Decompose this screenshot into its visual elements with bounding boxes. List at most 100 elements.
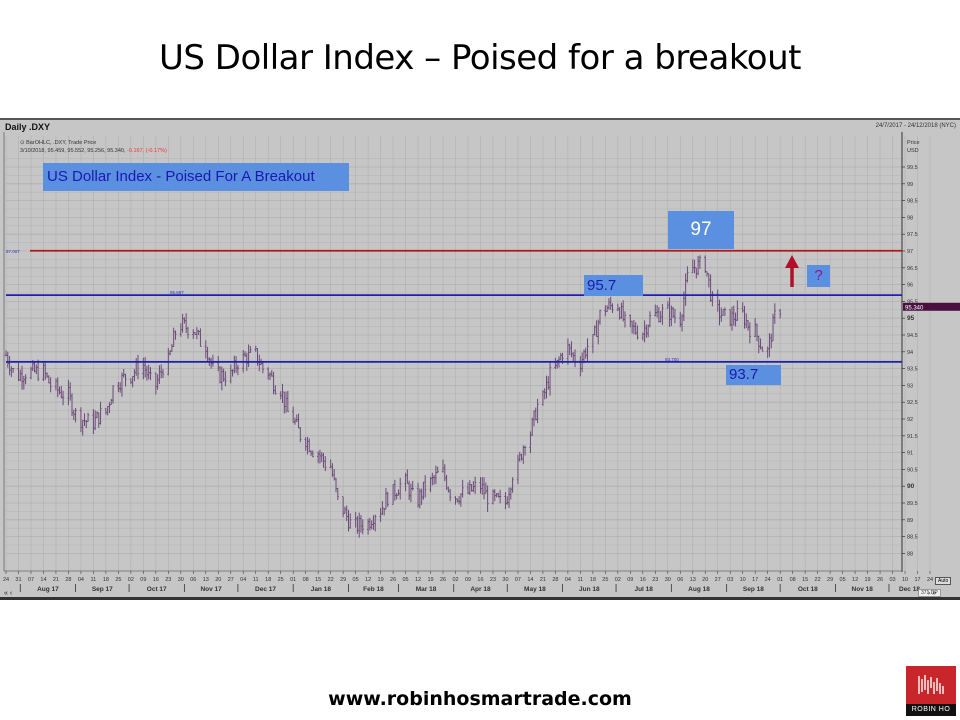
svg-text:95.687: 95.687 [170,290,184,295]
chart-panel: 88 88.5 89 89.5 90 90.5 91 91.5 92 92.5 93 93.5 94 94… [0,118,960,600]
svg-text:26: 26 [877,577,883,583]
svg-text:16: 16 [477,577,483,583]
svg-text:Nov 18: Nov 18 [852,586,874,593]
svg-text:95.5: 95.5 [907,299,918,305]
svg-text:21: 21 [53,577,59,583]
svg-text:Mar 18: Mar 18 [416,586,437,593]
svg-text:14: 14 [40,577,46,583]
svg-text:93.5: 93.5 [907,367,918,373]
svg-text:08: 08 [303,577,309,583]
robin-ho-logo: ROBIN HO [906,666,956,716]
svg-text:18: 18 [590,577,596,583]
svg-text:11: 11 [578,577,584,583]
svg-text:03: 03 [727,577,733,583]
svg-text:Nov 17: Nov 17 [200,586,222,593]
scroll-right-button[interactable]: › » [928,590,937,597]
svg-text:89: 89 [907,518,913,524]
svg-text:97.007: 97.007 [6,249,20,254]
svg-text:Aug 18: Aug 18 [688,586,710,593]
svg-text:24: 24 [927,577,933,583]
svg-text:98.5: 98.5 [907,199,918,205]
svg-text:90.5: 90.5 [907,467,918,473]
svg-text:13: 13 [690,577,696,583]
svg-text:07: 07 [28,577,34,583]
chart-date-range: 24/7/2017 - 24/12/2018 (NYC) [875,123,956,129]
svg-text:04: 04 [240,577,246,583]
svg-text:29: 29 [340,577,346,583]
svg-text:Oct 18: Oct 18 [798,586,818,593]
svg-text:15: 15 [802,577,808,583]
svg-text:99: 99 [907,182,913,188]
svg-text:23: 23 [165,577,171,583]
data-points-count: 371 DP [918,589,941,597]
svg-text:Dec 17: Dec 17 [255,586,276,593]
svg-text:02: 02 [615,577,621,583]
svg-text:14: 14 [527,577,533,583]
svg-text:20: 20 [702,577,708,583]
svg-text:94.5: 94.5 [907,333,918,339]
annotation-93-7-label: 93.7 [726,365,781,385]
svg-text:06: 06 [190,577,196,583]
svg-text:90: 90 [907,483,915,490]
svg-text:91.5: 91.5 [907,434,918,440]
svg-text:23: 23 [652,577,658,583]
footer-website-url[interactable]: www.robinhosmartrade.com [328,688,632,710]
chart-symbol: Daily .DXY [5,122,51,132]
svg-text:13: 13 [203,577,209,583]
svg-text:19: 19 [378,577,384,583]
svg-text:15: 15 [315,577,321,583]
svg-text:04: 04 [565,577,571,583]
auto-scale-button[interactable]: Auto [935,577,952,585]
svg-text:17: 17 [752,577,758,583]
svg-text:17: 17 [914,577,920,583]
svg-text:Jan 18: Jan 18 [311,586,332,593]
legend-series[interactable]: ⊙ BarOHLC, .DXY, Trade Price [20,140,96,146]
svg-text:93: 93 [907,383,913,389]
svg-text:01: 01 [777,577,783,583]
legend-change: -0.167, (-0.17%) [127,148,167,154]
svg-text:11: 11 [253,577,259,583]
svg-text:09: 09 [465,577,471,583]
svg-text:05: 05 [403,577,409,583]
svg-text:88: 88 [907,551,913,557]
svg-text:Sep 17: Sep 17 [92,586,113,593]
svg-text:18: 18 [265,577,271,583]
svg-text:25: 25 [278,577,284,583]
svg-text:Apr 18: Apr 18 [470,586,491,593]
svg-text:96.5: 96.5 [907,266,918,272]
svg-text:12: 12 [852,577,858,583]
svg-text:25: 25 [602,577,608,583]
scroll-left-button[interactable]: « ‹ [4,590,13,597]
legend-series-label: BarOHLC, .DXY, Trade Price [26,140,97,146]
svg-text:USD: USD [907,148,919,154]
svg-text:31: 31 [15,577,21,583]
svg-text:May 18: May 18 [524,586,546,593]
svg-text:Jun 18: Jun 18 [579,586,600,593]
svg-text:12: 12 [365,577,371,583]
svg-text:98: 98 [907,215,913,221]
svg-text:30: 30 [665,577,671,583]
legend-toggle-icon[interactable]: ⊙ [20,140,27,146]
svg-text:21: 21 [540,577,546,583]
svg-text:16: 16 [153,577,159,583]
svg-text:97: 97 [907,249,913,255]
ohlc-chart[interactable]: 88 88.5 89 89.5 90 90.5 91 91.5 92 92.5 93 93.5 94 94… [0,120,960,602]
svg-text:95.340: 95.340 [905,305,924,311]
svg-text:19: 19 [427,577,433,583]
svg-text:92.5: 92.5 [907,400,918,406]
svg-text:91: 91 [907,451,913,457]
svg-text:24: 24 [765,577,771,583]
svg-text:28: 28 [65,577,71,583]
legend-values: 3/10/2018, 95.459, 95.552, 95.256, 95.34… [20,148,167,154]
svg-text:30: 30 [178,577,184,583]
svg-text:01: 01 [290,577,296,583]
svg-text:05: 05 [353,577,359,583]
svg-text:10: 10 [902,577,908,583]
svg-text:03: 03 [889,577,895,583]
svg-text:95: 95 [907,315,915,322]
svg-text:04: 04 [78,577,84,583]
svg-text:24: 24 [3,577,9,583]
chart-header: Daily .DXY 24/7/2017 - 24/12/2018 (NYC) [0,120,960,134]
svg-text:05: 05 [840,577,846,583]
svg-text:08: 08 [790,577,796,583]
